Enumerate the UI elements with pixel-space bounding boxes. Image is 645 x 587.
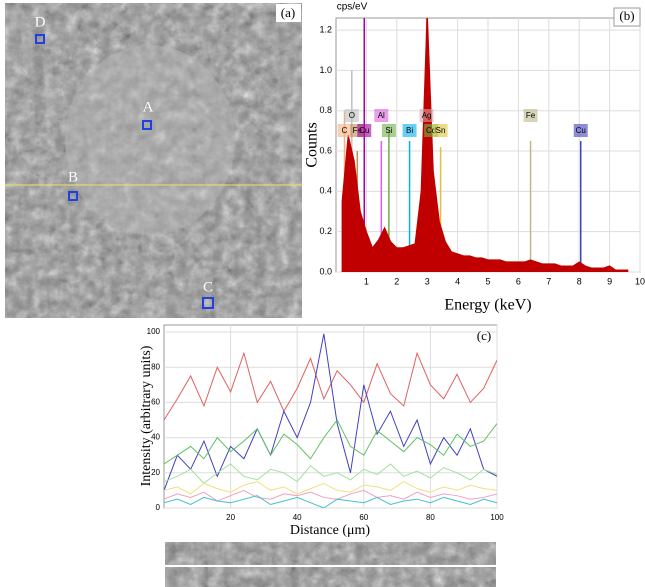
y-tick-label: 0.6 — [319, 145, 332, 155]
x-tick-label: 8 — [577, 276, 582, 286]
panel-label-box — [613, 7, 641, 27]
y-tick-label: 20 — [151, 468, 160, 477]
plot-marks — [341, 18, 629, 272]
x-tick-label: 20 — [226, 513, 235, 522]
x-tick-label: 40 — [293, 513, 302, 522]
y-tick-label: 0.8 — [319, 105, 332, 115]
y-tick-label: 40 — [151, 433, 160, 442]
y-tick-label: 0.4 — [319, 186, 332, 196]
series-line — [164, 463, 497, 485]
y-tick-label: 0.0 — [319, 266, 332, 276]
point-label: A — [143, 99, 154, 115]
y-tick-label: 100 — [147, 327, 161, 336]
x-axis-title: Energy (keV) — [444, 297, 531, 314]
element-label: Si — [385, 126, 392, 135]
x-tick-label: 80 — [426, 513, 435, 522]
y-tick-label: 1.2 — [319, 24, 332, 34]
y-tick-label: 80 — [151, 362, 160, 371]
unit-label: cps/eV — [337, 2, 368, 13]
point-label: B — [68, 169, 78, 185]
series-line — [164, 481, 497, 495]
element-label-box — [419, 109, 434, 122]
element-label-box — [402, 124, 417, 137]
element-label: Al — [378, 111, 385, 120]
element-label: Fe — [526, 111, 536, 120]
element-label-box — [381, 124, 396, 137]
x-tick-label: 7 — [546, 276, 551, 286]
element-label: Ag — [422, 111, 432, 120]
line-scan-image — [165, 542, 496, 587]
x-tick-label: 100 — [490, 513, 504, 522]
x-tick-label: 5 — [485, 276, 490, 286]
y-tick-label: 0 — [156, 503, 161, 512]
x-tick-label: 9 — [607, 276, 612, 286]
plot-marks — [164, 333, 497, 508]
point-label: D — [35, 14, 46, 30]
x-tick-label: 6 — [516, 276, 521, 286]
element-label-box — [433, 124, 448, 137]
panel-label: (a) — [281, 5, 295, 20]
element-label: C — [342, 126, 348, 135]
x-axis-title: Distance (μm) — [290, 523, 371, 538]
element-label-box — [357, 124, 372, 137]
spectrum-area — [341, 18, 629, 272]
element-label-box — [374, 109, 389, 122]
plot-area — [163, 324, 498, 509]
sem-image — [5, 3, 302, 318]
y-tick-label: 1.0 — [319, 65, 332, 75]
y-tick-label: 60 — [151, 398, 160, 407]
series-line — [164, 419, 497, 465]
element-label-box — [344, 109, 359, 122]
element-label: Cu — [576, 126, 586, 135]
element-label: Sn — [436, 126, 446, 135]
x-tick-label: 4 — [455, 276, 460, 286]
x-tick-label: 3 — [425, 276, 430, 286]
y-axis-title: Counts — [304, 122, 321, 167]
x-tick-label: 10 — [635, 276, 645, 286]
x-tick-label: 2 — [394, 276, 399, 286]
element-label: O — [349, 111, 355, 120]
panel-label: (b) — [619, 8, 634, 23]
x-tick-label: 60 — [359, 513, 368, 522]
line-panel: 0 20 40 60 80 100 20 40 60 80 100 (c) Distance (μm) I… — [139, 324, 504, 538]
y-axis-title: Intensity (arbitrary units) — [139, 345, 154, 486]
element-label: Bi — [406, 126, 413, 135]
y-tick-label: 0.2 — [319, 226, 332, 236]
point-label: C — [203, 279, 213, 295]
spectrum-panel: 0.0 0.2 0.4 0.6 0.8 1.0 1.2 1 2 3 4 5 6 7 8 9 10 CO Fe Cu Al… — [304, 2, 645, 314]
series-line — [164, 351, 497, 421]
element-label-box — [337, 124, 352, 137]
element-label-box — [573, 124, 588, 137]
x-tick-label: 1 — [364, 276, 369, 286]
series-line — [164, 489, 497, 502]
element-label: Cd — [426, 126, 436, 135]
element-label-box — [523, 109, 538, 122]
panel-label: (c) — [477, 328, 491, 343]
element-label: Cu — [359, 126, 369, 135]
series-line — [164, 495, 497, 508]
